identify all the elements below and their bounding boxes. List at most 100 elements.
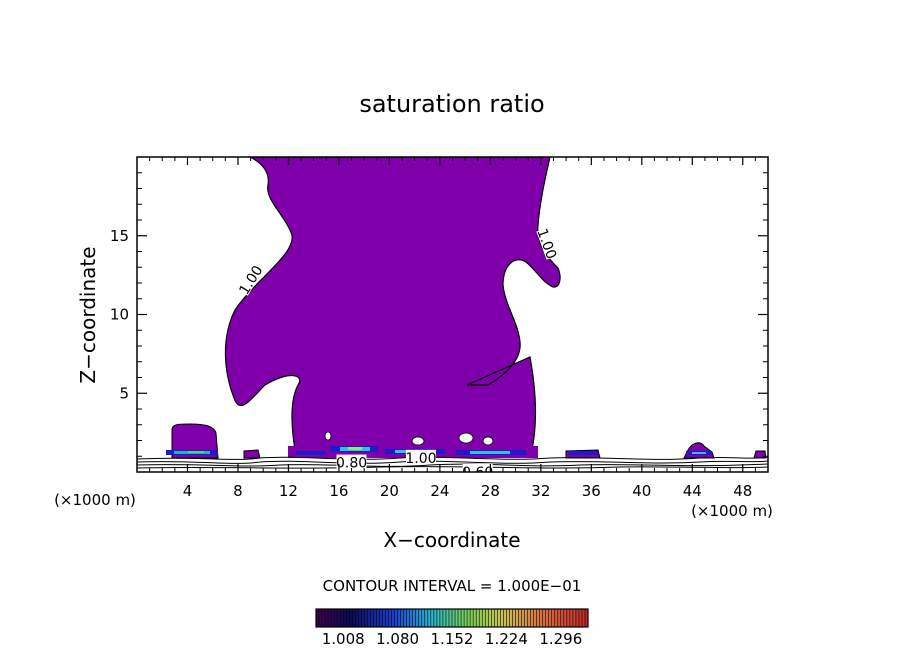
colorbar-swatch <box>539 609 543 627</box>
colorbar-tick-label: 1.224 <box>485 630 528 648</box>
colorbar-swatch <box>343 609 347 627</box>
colorbar-swatch <box>536 609 540 627</box>
colorbar-swatch <box>467 609 471 627</box>
colorbar-swatch <box>473 609 477 627</box>
colorbar-swatch <box>563 609 567 627</box>
contour-label-text: 0.60 <box>462 465 493 481</box>
colorbar-swatch <box>464 609 468 627</box>
colorbar-swatch <box>331 609 335 627</box>
colorbar-swatch <box>433 609 437 627</box>
colorbar-swatch <box>379 609 383 627</box>
colorbar-swatch <box>388 609 392 627</box>
colorbar-swatch <box>448 609 452 627</box>
colorbar-swatch <box>545 609 549 627</box>
colorbar-swatch <box>461 609 465 627</box>
colorbar-swatch <box>494 609 498 627</box>
colorbar-swatch <box>421 609 425 627</box>
colorbar-swatch <box>439 609 443 627</box>
colorbar-swatch <box>373 609 377 627</box>
colorbar-swatch <box>364 609 368 627</box>
colorbar <box>315 608 589 628</box>
colorbar-tick-label: 1.296 <box>539 630 582 648</box>
colorbar-swatch <box>340 609 344 627</box>
colorbar-swatch <box>349 609 353 627</box>
colorbar-swatch <box>482 609 486 627</box>
colorbar-swatch <box>403 609 407 627</box>
colorbar-swatch <box>427 609 431 627</box>
colorbar-swatch <box>370 609 374 627</box>
colorbar-swatch <box>400 609 404 627</box>
colorbar-tick-label: 1.008 <box>322 630 365 648</box>
saturated-region <box>224 157 561 451</box>
colorbar-swatch <box>575 609 579 627</box>
x-tick-label: 12 <box>279 482 298 500</box>
colorbar-swatch <box>406 609 410 627</box>
x-tick-label: 28 <box>481 482 500 500</box>
contour-label-text: 1.00 <box>405 451 436 467</box>
contour-label-text: 0.80 <box>336 456 367 472</box>
x-tick-label: 20 <box>380 482 399 500</box>
x-tick-label: 36 <box>582 482 601 500</box>
cloud-patch-far-right <box>753 450 767 459</box>
colorbar-swatch <box>548 609 552 627</box>
x-tick-label: 8 <box>233 482 243 500</box>
colorbar-swatch <box>316 609 320 627</box>
y-tick-label: 15 <box>110 227 129 245</box>
colorbar-swatch <box>506 609 510 627</box>
contour-label-bg <box>536 226 560 260</box>
colorbar-tick-label: 1.152 <box>431 630 474 648</box>
x-tick-label: 48 <box>733 482 752 500</box>
x-unit-right: (×1000 m) <box>691 502 773 520</box>
y-axis-label: Z−coordinate <box>76 246 100 383</box>
colorbar-swatch <box>470 609 474 627</box>
colorbar-swatch <box>394 609 398 627</box>
contour-interval: CONTOUR INTERVAL = 1.000E−01 <box>323 577 582 595</box>
colorbar-swatch <box>491 609 495 627</box>
colorbar-swatch <box>436 609 440 627</box>
colorbar-swatch <box>334 609 338 627</box>
colorbar-swatch <box>415 609 419 627</box>
colorbar-swatch <box>346 609 350 627</box>
cloud-patch-left <box>171 423 219 459</box>
contour-label-bg <box>336 454 367 469</box>
colorbar-frame <box>315 608 589 628</box>
colorbar-swatch <box>542 609 546 627</box>
colorbar-swatch <box>424 609 428 627</box>
colorbar-swatch <box>524 609 528 627</box>
y-axis: 5 10 15 <box>110 172 768 457</box>
chart-title: saturation ratio <box>359 90 544 118</box>
colorbar-swatch <box>503 609 507 627</box>
colorbar-swatch <box>458 609 462 627</box>
cloud-patch-right <box>683 442 715 459</box>
colorbar-swatch <box>509 609 513 627</box>
colorbar-swatch <box>572 609 576 627</box>
plot-area: 1.001.000.80 1.000.60 <box>137 157 768 481</box>
colorbar-swatch <box>409 609 413 627</box>
colorbar-swatch <box>488 609 492 627</box>
colorbar-swatch <box>557 609 561 627</box>
x-unit-left: (×1000 m) <box>54 491 136 509</box>
colorbar-swatch <box>566 609 570 627</box>
colorbar-swatch <box>367 609 371 627</box>
colorbar-swatch <box>452 609 456 627</box>
colorbar-swatch <box>430 609 434 627</box>
contour-label-bg <box>235 262 264 296</box>
colorbar-swatch <box>515 609 519 627</box>
colorbar-swatch <box>551 609 555 627</box>
colorbar-swatch <box>521 609 525 627</box>
contour-label: 1.00 <box>405 449 437 467</box>
x-tick-label: 32 <box>531 482 550 500</box>
colorbar-ticks: 1.008 1.080 1.152 1.224 1.296 <box>322 630 583 648</box>
x-axis: 4 8 12 16 20 24 28 32 36 40 44 48 <box>149 157 756 500</box>
cloud-holes <box>324 431 494 446</box>
colorbar-swatch <box>352 609 356 627</box>
y-tick-label: 10 <box>110 306 129 324</box>
colorbar-swatch <box>518 609 522 627</box>
colorbar-swatch <box>337 609 341 627</box>
colorbar-swatch <box>442 609 446 627</box>
colorbar-tick-label: 1.080 <box>376 630 419 648</box>
colorbar-swatch <box>500 609 504 627</box>
colorbar-swatch <box>476 609 480 627</box>
x-tick-label: 4 <box>183 482 193 500</box>
